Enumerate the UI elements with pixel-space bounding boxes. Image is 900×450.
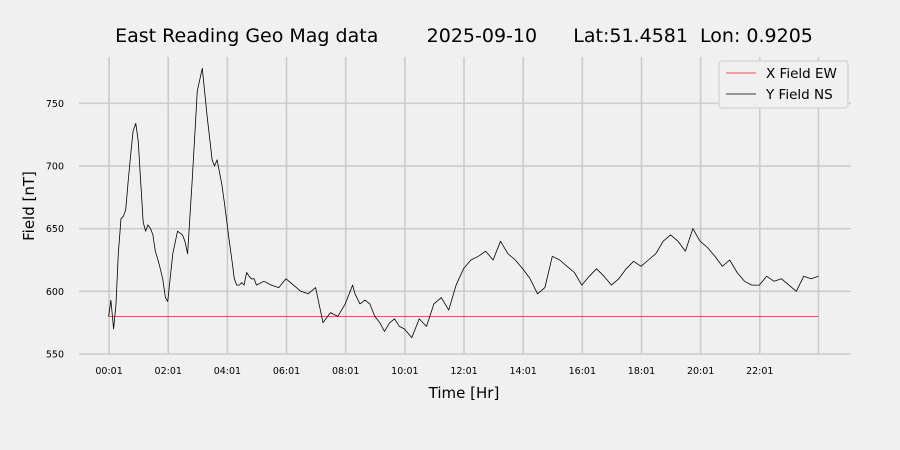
x-tick-label: 20:01	[687, 366, 714, 377]
series-layer	[108, 67, 819, 339]
series-line-y-field-ns	[108, 67, 819, 339]
x-tick-label: 16:01	[569, 366, 596, 377]
y-tick-label: 600	[46, 287, 64, 298]
x-tick-label: 02:01	[155, 366, 182, 377]
x-tick-label: 06:01	[273, 366, 300, 377]
x-tick-label: 12:01	[450, 366, 477, 377]
y-tick-label: 700	[46, 162, 64, 173]
y-tick-label: 550	[46, 350, 64, 361]
y-axis-label: Field [nT]	[20, 171, 38, 241]
x-tick-label: 08:01	[332, 366, 359, 377]
chart-title: East Reading Geo Mag data 2025-09-10 Lat…	[115, 25, 813, 47]
y-tick-label: 750	[46, 99, 64, 110]
x-tick-label: 00:01	[95, 366, 122, 377]
legend-label-y-field-ns: Y Field NS	[765, 87, 833, 103]
x-axis-label: Time [Hr]	[428, 384, 500, 402]
x-tick-label: 18:01	[628, 366, 655, 377]
legend-label-x-field-ew: X Field EW	[766, 66, 837, 82]
x-tick-label: 10:01	[391, 366, 418, 377]
x-tick-label: 22:01	[746, 366, 773, 377]
x-tick-label: 04:01	[214, 366, 241, 377]
tick-labels: 00:01 02:01 04:01 06:01 08:01 10:01 12:01 14:01…	[46, 99, 774, 377]
grid	[79, 57, 851, 355]
x-tick-label: 14:01	[509, 366, 536, 377]
legend: X Field EW Y Field NS	[718, 60, 849, 109]
y-tick-label: 650	[46, 224, 64, 235]
